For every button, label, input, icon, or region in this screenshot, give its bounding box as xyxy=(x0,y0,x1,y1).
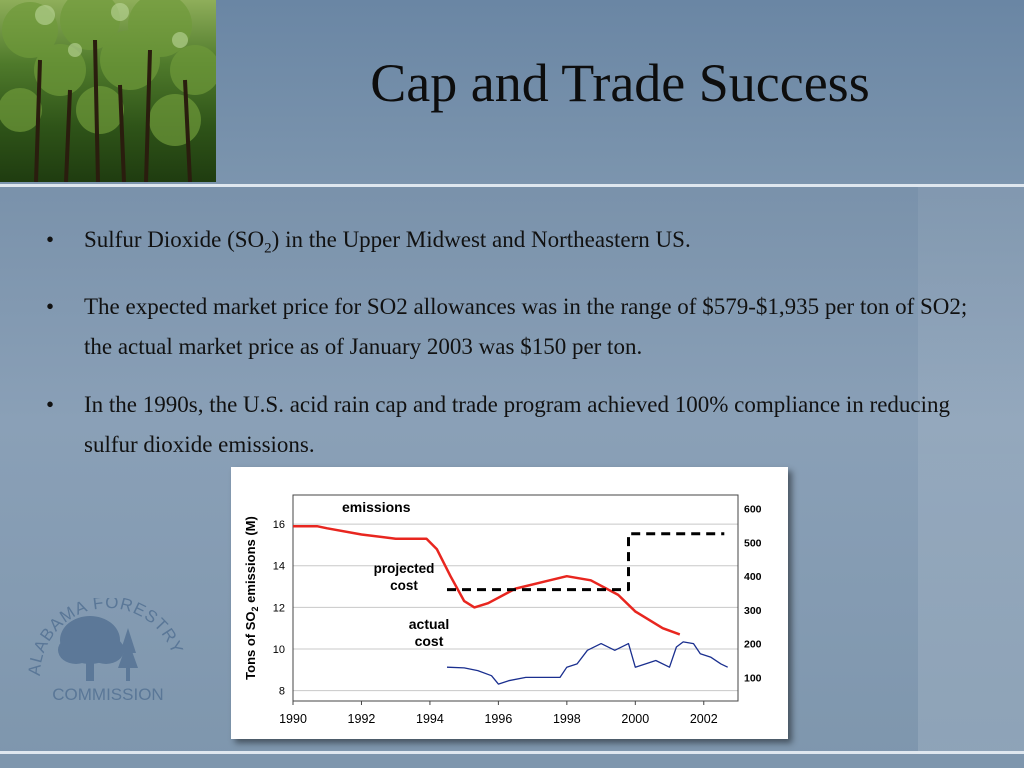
y-right-tick-label: 300 xyxy=(744,605,762,617)
y-left-tick-label: 10 xyxy=(273,644,285,656)
x-tick-label: 1996 xyxy=(484,712,512,726)
bullet-item: • Sulfur Dioxide (SO2) in the Upper Midw… xyxy=(40,220,1000,269)
chart-ticks: 8 10 12 14 16 100 200 300 400 500 600 1990 1992 1994 1… xyxy=(273,504,762,726)
bullet-text: The expected market price for SO2 allowa… xyxy=(84,293,968,359)
actual-cost-line xyxy=(446,641,728,685)
x-tick-label: 1994 xyxy=(416,712,444,726)
bullet-marker: • xyxy=(46,391,55,417)
bullet-item: • The expected market price for SO2 allo… xyxy=(40,287,1000,367)
alabama-forestry-logo: ALABAMA FORESTRY COMMISSION xyxy=(25,593,188,708)
y-left-tick-label: 16 xyxy=(273,519,285,531)
projected-cost-line xyxy=(447,532,725,592)
forest-photo xyxy=(0,0,216,182)
y-left-tick-label: 12 xyxy=(273,602,285,614)
bullet-text: Sulfur Dioxide (SO xyxy=(84,227,265,252)
y-right-tick-label: 100 xyxy=(744,672,762,684)
y-axis-title: Tons of SO2 emissions (M) xyxy=(243,516,260,680)
bullet-item: • In the 1990s, the U.S. acid rain cap a… xyxy=(40,385,1000,465)
actual-label-line2: cost xyxy=(415,633,444,649)
footer-divider xyxy=(0,751,1024,754)
chart-series xyxy=(293,524,728,685)
y-right-tick-label: 400 xyxy=(744,571,762,583)
x-tick-label: 2002 xyxy=(690,712,718,726)
right-decorative-strip xyxy=(918,187,1024,751)
y-right-tick-label: 500 xyxy=(744,537,762,549)
y-left-tick-label: 8 xyxy=(279,686,285,698)
y-axis-title-text: Tons of SO2 emissions (M) xyxy=(243,516,260,680)
plot-frame xyxy=(292,494,739,702)
x-tick-label: 1998 xyxy=(553,712,581,726)
bullet-text-cont: ) in the Upper Midwest and Northeastern … xyxy=(271,227,691,252)
subscript-2: 2 xyxy=(264,240,272,257)
y-right-tick-label: 200 xyxy=(744,639,762,651)
bullet-text: In the 1990s, the U.S. acid rain cap and… xyxy=(84,391,951,457)
forest-trees-graphic xyxy=(0,0,216,182)
slide-title: Cap and Trade Success xyxy=(370,53,870,113)
chart-grid xyxy=(293,523,738,692)
title-divider xyxy=(0,184,1024,187)
emissions-line xyxy=(293,524,681,636)
bullet-marker: • xyxy=(46,293,55,319)
projected-label-line2: cost xyxy=(390,578,418,593)
bullet-list: • Sulfur Dioxide (SO2) in the Upper Midw… xyxy=(40,220,1000,483)
actual-label-line1: actual xyxy=(409,616,449,632)
x-tick-label: 2000 xyxy=(621,712,649,726)
x-tick-label: 1992 xyxy=(348,712,376,726)
so2-chart: 8 10 12 14 16 100 200 300 400 500 600 1990 1992 1994 1… xyxy=(231,467,788,739)
projected-label-line1: projected xyxy=(374,561,435,576)
x-tick-label: 1990 xyxy=(279,712,307,726)
logo-commission-text: COMMISSION xyxy=(52,685,163,704)
y-left-tick-label: 14 xyxy=(273,561,285,573)
emissions-label: emissions xyxy=(342,499,411,515)
y-right-tick-label: 600 xyxy=(744,504,762,516)
chart-svg: 8 10 12 14 16 100 200 300 400 500 600 1990 1992 1994 1… xyxy=(243,494,762,726)
bullet-marker: • xyxy=(46,227,55,252)
